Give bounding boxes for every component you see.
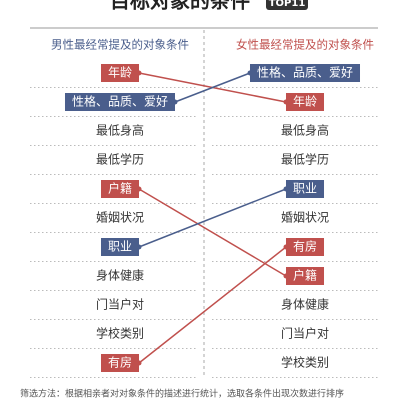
connector-dot (136, 186, 142, 192)
highlight-box (100, 180, 140, 198)
connector-dot (136, 244, 142, 250)
item-label: 身体健康 (96, 268, 144, 283)
item-label: 有房 (293, 239, 317, 254)
item-label: 学校类别 (96, 326, 144, 341)
item-label: 门当户对 (281, 326, 329, 341)
highlight-box (64, 93, 176, 111)
highlight-box (285, 180, 325, 198)
item-label: 门当户对 (96, 297, 144, 312)
title: 目标对象的条件 (110, 0, 250, 13)
column-heading: 女性最经常提及的对象条件 (236, 38, 374, 52)
highlight-box (100, 238, 140, 256)
item-label: 性格、品质、爱好 (257, 65, 353, 80)
item-label: 职业 (108, 240, 132, 254)
item-label: 有房 (108, 355, 132, 370)
connector-dot (136, 70, 142, 76)
item-label: 性格、品质、爱好 (72, 94, 168, 109)
connector (138, 188, 287, 248)
item-label: 身体健康 (281, 297, 329, 312)
connector-dot (247, 70, 253, 76)
item-label: 最低身高 (281, 123, 329, 138)
connector (138, 188, 287, 277)
item-label: 户籍 (293, 268, 317, 283)
highlight-box (249, 64, 361, 82)
highlight-box (100, 64, 140, 82)
item-label: 最低学历 (96, 152, 144, 167)
item-label: 婚姻状况 (96, 210, 144, 225)
connector-dot (283, 273, 289, 279)
connector-dot (283, 99, 289, 105)
highlight-box (285, 238, 325, 256)
connector-dot (172, 99, 178, 105)
highlight-box (285, 267, 325, 285)
item-label: 最低学历 (281, 152, 329, 167)
highlight-box (285, 93, 325, 111)
badge: TOP11 (269, 0, 306, 9)
connector-dot (283, 186, 289, 192)
badge-bg (266, 0, 308, 10)
connector (174, 72, 251, 103)
item-label: 户籍 (108, 181, 132, 196)
item-label: 年龄 (108, 66, 132, 80)
item-label: 婚姻状况 (281, 210, 329, 225)
highlight-box (100, 354, 140, 372)
connector (138, 246, 287, 364)
item-label: 年龄 (293, 95, 317, 109)
item-label: 学校类别 (281, 355, 329, 370)
item-label: 职业 (293, 182, 317, 196)
connector-dot (283, 244, 289, 250)
column-heading: 男性最经常提及的对象条件 (51, 38, 189, 52)
connector-dot (136, 360, 142, 366)
item-label: 最低身高 (96, 123, 144, 138)
note: 筛选方法：根据相亲者对对象条件的描述进行统计，选取各条件出现次数进行排序 (20, 388, 344, 400)
